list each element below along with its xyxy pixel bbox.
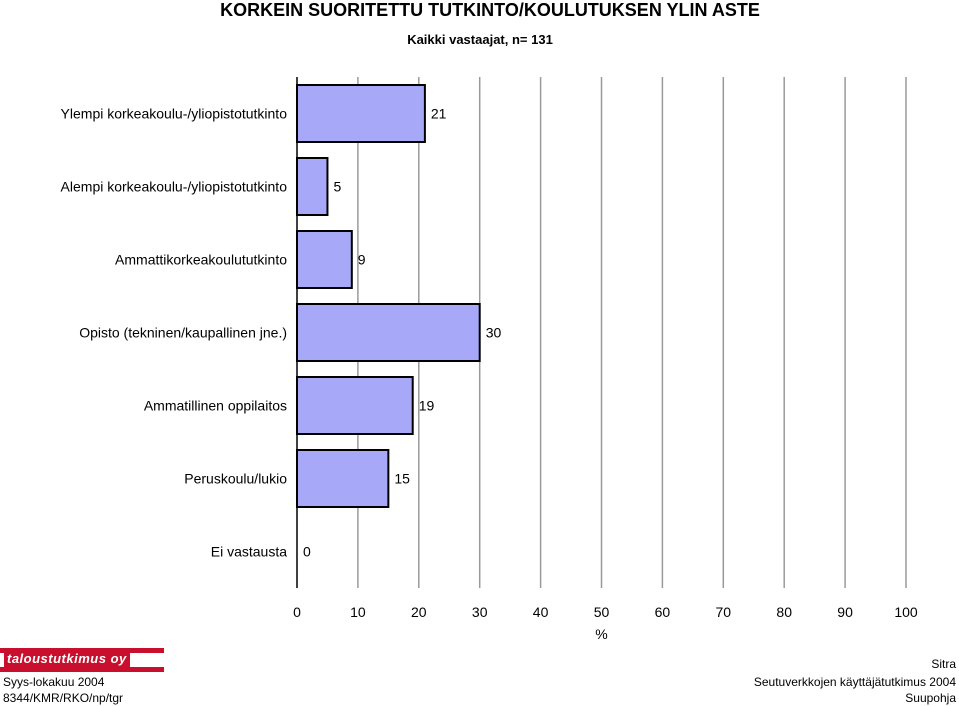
footer-project-code: 8344/KMR/RKO/np/tgr	[3, 691, 124, 705]
footer-date: Syys-lokakuu 2004	[3, 675, 105, 689]
bar	[296, 230, 353, 289]
x-tick-label: 0	[293, 604, 301, 620]
x-tick-label: 10	[350, 604, 366, 620]
x-tick-label: 80	[776, 604, 792, 620]
bar	[296, 84, 426, 143]
data-label: 21	[431, 106, 447, 122]
data-label: 30	[486, 325, 502, 341]
taloustutkimus-logo: taloustutkimus oy	[0, 648, 164, 672]
x-tick-label: 20	[411, 604, 427, 620]
x-tick-label: 40	[533, 604, 549, 620]
category-label: Opisto (tekninen/kaupallinen jne.)	[79, 325, 287, 341]
category-label: Alempi korkeakoulu-/yliopistotutkinto	[61, 179, 288, 195]
footer-study-name: Seutuverkkojen käyttäjätutkimus 2004	[753, 675, 956, 689]
x-tick-label: 30	[472, 604, 488, 620]
x-tick-label: 100	[894, 604, 918, 620]
x-axis-label: %	[595, 626, 607, 642]
bar	[296, 303, 481, 362]
category-label: Peruskoulu/lukio	[184, 471, 287, 487]
footer-client: Sitra	[931, 657, 956, 671]
chart-title: KORKEIN SUORITETTU TUTKINTO/KOULUTUKSEN …	[220, 0, 760, 20]
data-label: 0	[303, 544, 311, 560]
data-label: 5	[333, 179, 341, 195]
x-tick-label: 60	[655, 604, 671, 620]
x-tick-label: 90	[837, 604, 853, 620]
category-label: Ylempi korkeakoulu-/yliopistotutkinto	[61, 106, 288, 122]
logo-top-stripe	[0, 648, 164, 653]
x-tick-label: 50	[594, 604, 610, 620]
x-tick-label: 70	[716, 604, 732, 620]
bar	[296, 157, 329, 216]
logo-bottom-stripe	[0, 667, 164, 672]
category-label: Ei vastausta	[211, 544, 287, 560]
bar	[296, 449, 390, 508]
bar	[296, 376, 414, 435]
category-label: Ammattikorkeakoulututkinto	[115, 252, 287, 268]
logo-text: taloustutkimus oy	[4, 651, 130, 667]
chart-subtitle: Kaikki vastaajat, n= 131	[407, 32, 553, 47]
data-label: 15	[394, 471, 410, 487]
data-label: 19	[419, 398, 435, 414]
data-label: 9	[358, 252, 366, 268]
category-label: Ammatillinen oppilaitos	[144, 398, 287, 414]
footer-region: Suupohja	[905, 691, 956, 705]
